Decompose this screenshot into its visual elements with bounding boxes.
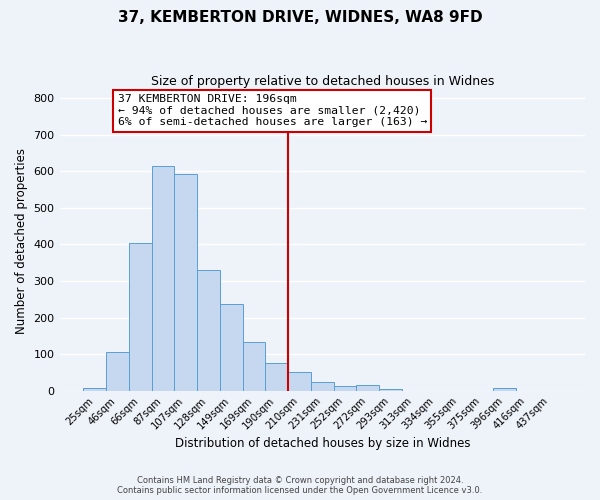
Text: 37, KEMBERTON DRIVE, WIDNES, WA8 9FD: 37, KEMBERTON DRIVE, WIDNES, WA8 9FD: [118, 10, 482, 25]
Bar: [334, 386, 356, 391]
Bar: [288, 372, 311, 391]
X-axis label: Distribution of detached houses by size in Widnes: Distribution of detached houses by size …: [175, 437, 470, 450]
Bar: [379, 390, 402, 391]
Text: Contains HM Land Registry data © Crown copyright and database right 2024.
Contai: Contains HM Land Registry data © Crown c…: [118, 476, 482, 495]
Y-axis label: Number of detached properties: Number of detached properties: [15, 148, 28, 334]
Bar: [83, 388, 106, 391]
Bar: [197, 270, 220, 391]
Bar: [356, 386, 379, 391]
Bar: [129, 244, 152, 391]
Bar: [311, 382, 334, 391]
Bar: [493, 388, 515, 391]
Bar: [220, 304, 242, 391]
Text: 37 KEMBERTON DRIVE: 196sqm
← 94% of detached houses are smaller (2,420)
6% of se: 37 KEMBERTON DRIVE: 196sqm ← 94% of deta…: [118, 94, 427, 128]
Bar: [175, 174, 197, 391]
Bar: [152, 166, 175, 391]
Bar: [265, 363, 288, 391]
Bar: [106, 352, 129, 391]
Title: Size of property relative to detached houses in Widnes: Size of property relative to detached ho…: [151, 75, 494, 88]
Bar: [242, 342, 265, 391]
